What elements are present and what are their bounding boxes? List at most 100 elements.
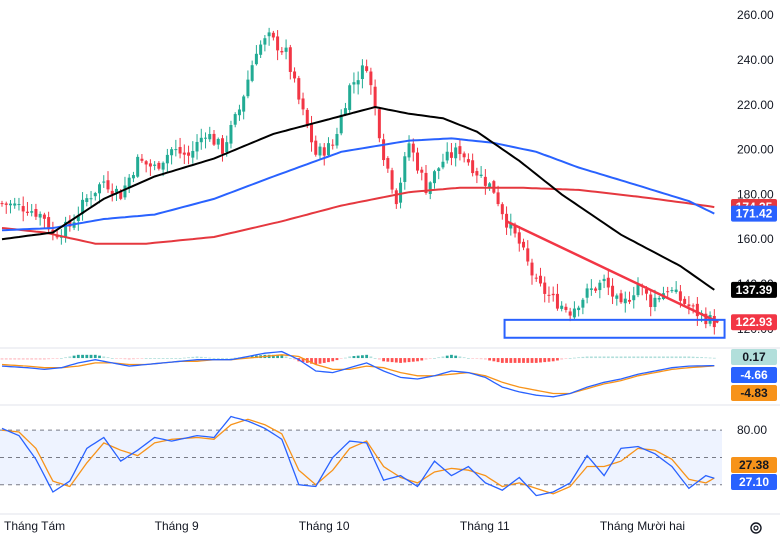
candle-body[interactable]	[547, 294, 551, 296]
candle-body[interactable]	[208, 134, 212, 140]
candle-body[interactable]	[293, 71, 297, 79]
candle-body[interactable]	[204, 137, 208, 139]
time-axis[interactable]: Tháng Tám Tháng 9 Tháng 10 Tháng 11 Tháng Mư…	[0, 513, 780, 533]
candle-body[interactable]	[500, 204, 504, 215]
candle-body[interactable]	[242, 96, 246, 112]
trendline[interactable]	[506, 220, 719, 324]
candle-body[interactable]	[343, 108, 347, 115]
candle-body[interactable]	[301, 98, 305, 110]
candle-body[interactable]	[386, 158, 390, 169]
candle-body[interactable]	[522, 241, 526, 248]
support-box[interactable]	[503, 318, 726, 339]
candle-body[interactable]	[314, 140, 318, 155]
candle-body[interactable]	[564, 306, 568, 310]
candle-body[interactable]	[365, 66, 369, 71]
candle-body[interactable]	[674, 289, 678, 292]
candle-body[interactable]	[114, 188, 118, 193]
candle-body[interactable]	[356, 80, 360, 85]
candle-body[interactable]	[148, 163, 152, 167]
candle-body[interactable]	[695, 303, 699, 317]
candle-body[interactable]	[98, 184, 102, 194]
candle-body[interactable]	[131, 175, 135, 179]
candle-body[interactable]	[136, 156, 140, 177]
candle-body[interactable]	[555, 293, 559, 309]
candle-body[interactable]	[496, 192, 500, 205]
candle-body[interactable]	[85, 198, 89, 202]
candle-body[interactable]	[161, 162, 165, 170]
candle-body[interactable]	[140, 158, 144, 161]
candle-body[interactable]	[76, 215, 80, 222]
candle-body[interactable]	[21, 206, 25, 212]
moving-average-blue-line[interactable]	[1, 137, 715, 232]
candle-body[interactable]	[305, 109, 309, 126]
macd-pane[interactable]: -20.000.17-4.66-4.83	[0, 347, 780, 401]
candle-body[interactable]	[174, 149, 178, 151]
candle-body[interactable]	[526, 248, 530, 262]
candle-body[interactable]	[377, 109, 381, 139]
candle-body[interactable]	[657, 297, 661, 300]
candle-body[interactable]	[102, 181, 106, 183]
candle-body[interactable]	[458, 146, 462, 155]
candle-body[interactable]	[644, 289, 648, 294]
candle-body[interactable]	[267, 32, 271, 37]
candle-body[interactable]	[509, 222, 513, 229]
candle-body[interactable]	[8, 203, 12, 206]
candle-body[interactable]	[445, 151, 449, 161]
candle-body[interactable]	[611, 285, 615, 297]
candle-body[interactable]	[81, 199, 85, 214]
candle-body[interactable]	[191, 150, 195, 158]
candle-body[interactable]	[89, 198, 93, 200]
candle-body[interactable]	[187, 152, 191, 156]
candle-body[interactable]	[687, 304, 691, 307]
candle-body[interactable]	[360, 65, 364, 80]
candle-body[interactable]	[348, 85, 352, 110]
candle-body[interactable]	[399, 182, 403, 203]
candle-body[interactable]	[237, 109, 241, 116]
candle-body[interactable]	[373, 86, 377, 108]
candle-body[interactable]	[394, 190, 398, 205]
candle-body[interactable]	[326, 143, 330, 156]
candle-body[interactable]	[216, 138, 220, 145]
candle-body[interactable]	[628, 299, 632, 302]
candle-body[interactable]	[551, 293, 555, 296]
candle-body[interactable]	[119, 190, 123, 199]
candle-body[interactable]	[623, 298, 627, 304]
candle-body[interactable]	[568, 311, 572, 316]
candle-body[interactable]	[17, 204, 21, 206]
candle-body[interactable]	[649, 294, 653, 308]
candle-body[interactable]	[691, 305, 695, 307]
candle-body[interactable]	[42, 214, 46, 219]
macd-line[interactable]	[1, 350, 715, 398]
candle-body[interactable]	[585, 288, 589, 298]
candle-body[interactable]	[653, 297, 657, 307]
candle-body[interactable]	[577, 307, 581, 311]
candle-body[interactable]	[420, 169, 424, 173]
candle-body[interactable]	[352, 82, 356, 85]
candle-body[interactable]	[441, 161, 445, 168]
candle-body[interactable]	[259, 44, 263, 55]
candle-body[interactable]	[250, 65, 254, 81]
candle-body[interactable]	[666, 291, 670, 293]
candle-body[interactable]	[157, 162, 161, 169]
stochastic-k-line[interactable]	[1, 415, 715, 497]
candle-body[interactable]	[220, 138, 224, 154]
candle-body[interactable]	[598, 282, 602, 291]
candle-body[interactable]	[271, 32, 275, 38]
candle-body[interactable]	[594, 288, 598, 291]
candle-body[interactable]	[263, 38, 267, 45]
candle-body[interactable]	[170, 149, 174, 156]
candle-body[interactable]	[543, 282, 547, 294]
candle-body[interactable]	[297, 78, 301, 100]
candle-body[interactable]	[636, 284, 640, 296]
candle-body[interactable]	[471, 160, 475, 174]
candle-body[interactable]	[178, 147, 182, 154]
candle-body[interactable]	[335, 134, 339, 146]
candle-body[interactable]	[462, 153, 466, 158]
candle-body[interactable]	[229, 125, 233, 144]
candle-body[interactable]	[165, 154, 169, 164]
candle-body[interactable]	[475, 171, 479, 176]
candle-body[interactable]	[390, 170, 394, 190]
candle-body[interactable]	[310, 123, 314, 143]
candle-body[interactable]	[416, 152, 420, 171]
candle-body[interactable]	[589, 288, 593, 290]
